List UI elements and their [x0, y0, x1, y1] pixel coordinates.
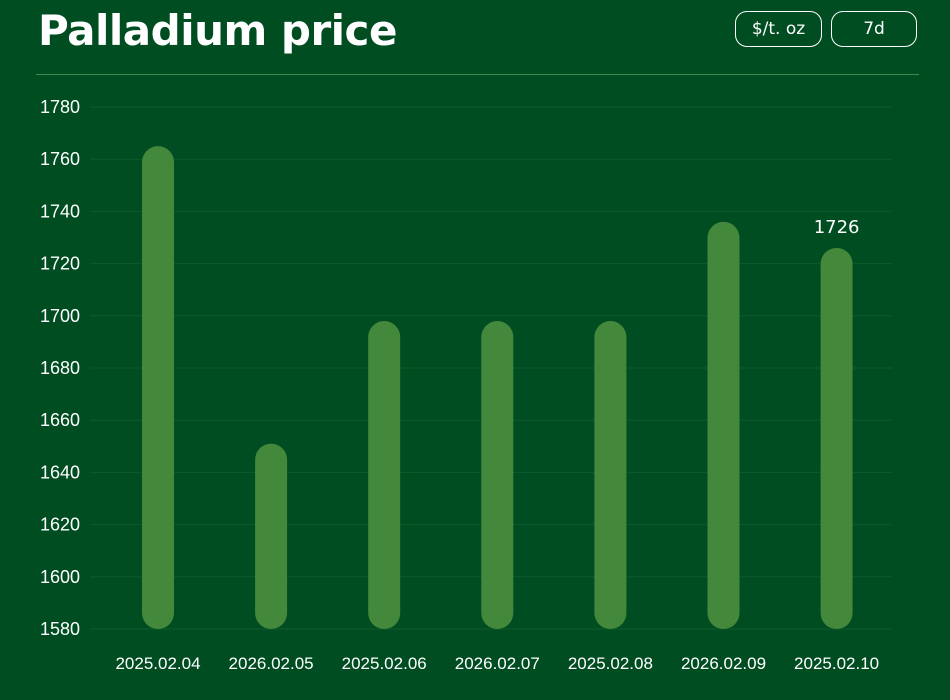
- page-title: Palladium price: [38, 6, 397, 55]
- bars: [142, 146, 853, 629]
- data-label: 1726: [814, 217, 860, 238]
- unit-selector-button[interactable]: $/t. oz: [735, 11, 822, 47]
- x-tick-label: 2026.02.09: [681, 654, 766, 673]
- header-divider: [36, 74, 919, 75]
- y-tick-label: 1700: [40, 306, 80, 326]
- x-tick-label: 2025.02.06: [342, 654, 427, 673]
- bar-2026.02.05[interactable]: [255, 443, 288, 629]
- y-tick-label: 1760: [40, 149, 80, 169]
- y-tick-label: 1620: [40, 515, 80, 535]
- y-tick-label: 1740: [40, 201, 80, 221]
- y-axis: 1580 1600 1620 1640 1660 1680 1700 1720 1740 1760…: [40, 97, 80, 639]
- x-tick-label: 2025.02.10: [794, 654, 879, 673]
- bar-2025.02.08[interactable]: [594, 321, 627, 629]
- y-tick-label: 1720: [40, 254, 80, 274]
- bar-2026.02.09[interactable]: [707, 221, 740, 629]
- y-tick-label: 1780: [40, 97, 80, 117]
- y-tick-label: 1680: [40, 358, 80, 378]
- y-tick-label: 1660: [40, 410, 80, 430]
- y-tick-label: 1640: [40, 462, 80, 482]
- x-tick-label: 2025.02.04: [115, 654, 200, 673]
- y-tick-label: 1600: [40, 567, 80, 587]
- x-tick-label: 2025.02.08: [568, 654, 653, 673]
- y-tick-label: 1580: [40, 619, 80, 639]
- range-selector-button[interactable]: 7d: [831, 11, 917, 47]
- bar-2026.02.07[interactable]: [481, 321, 514, 629]
- x-tick-label: 2026.02.07: [455, 654, 540, 673]
- bar-2025.02.04[interactable]: [142, 146, 174, 629]
- bar-2025.02.06[interactable]: [368, 321, 401, 629]
- x-tick-label: 2026.02.05: [229, 654, 314, 673]
- x-axis: 2025.02.04 2026.02.05 2025.02.06 2026.02.07…: [115, 654, 879, 673]
- bar-2025.02.10[interactable]: [820, 247, 853, 629]
- data-labels: 1726: [814, 217, 860, 238]
